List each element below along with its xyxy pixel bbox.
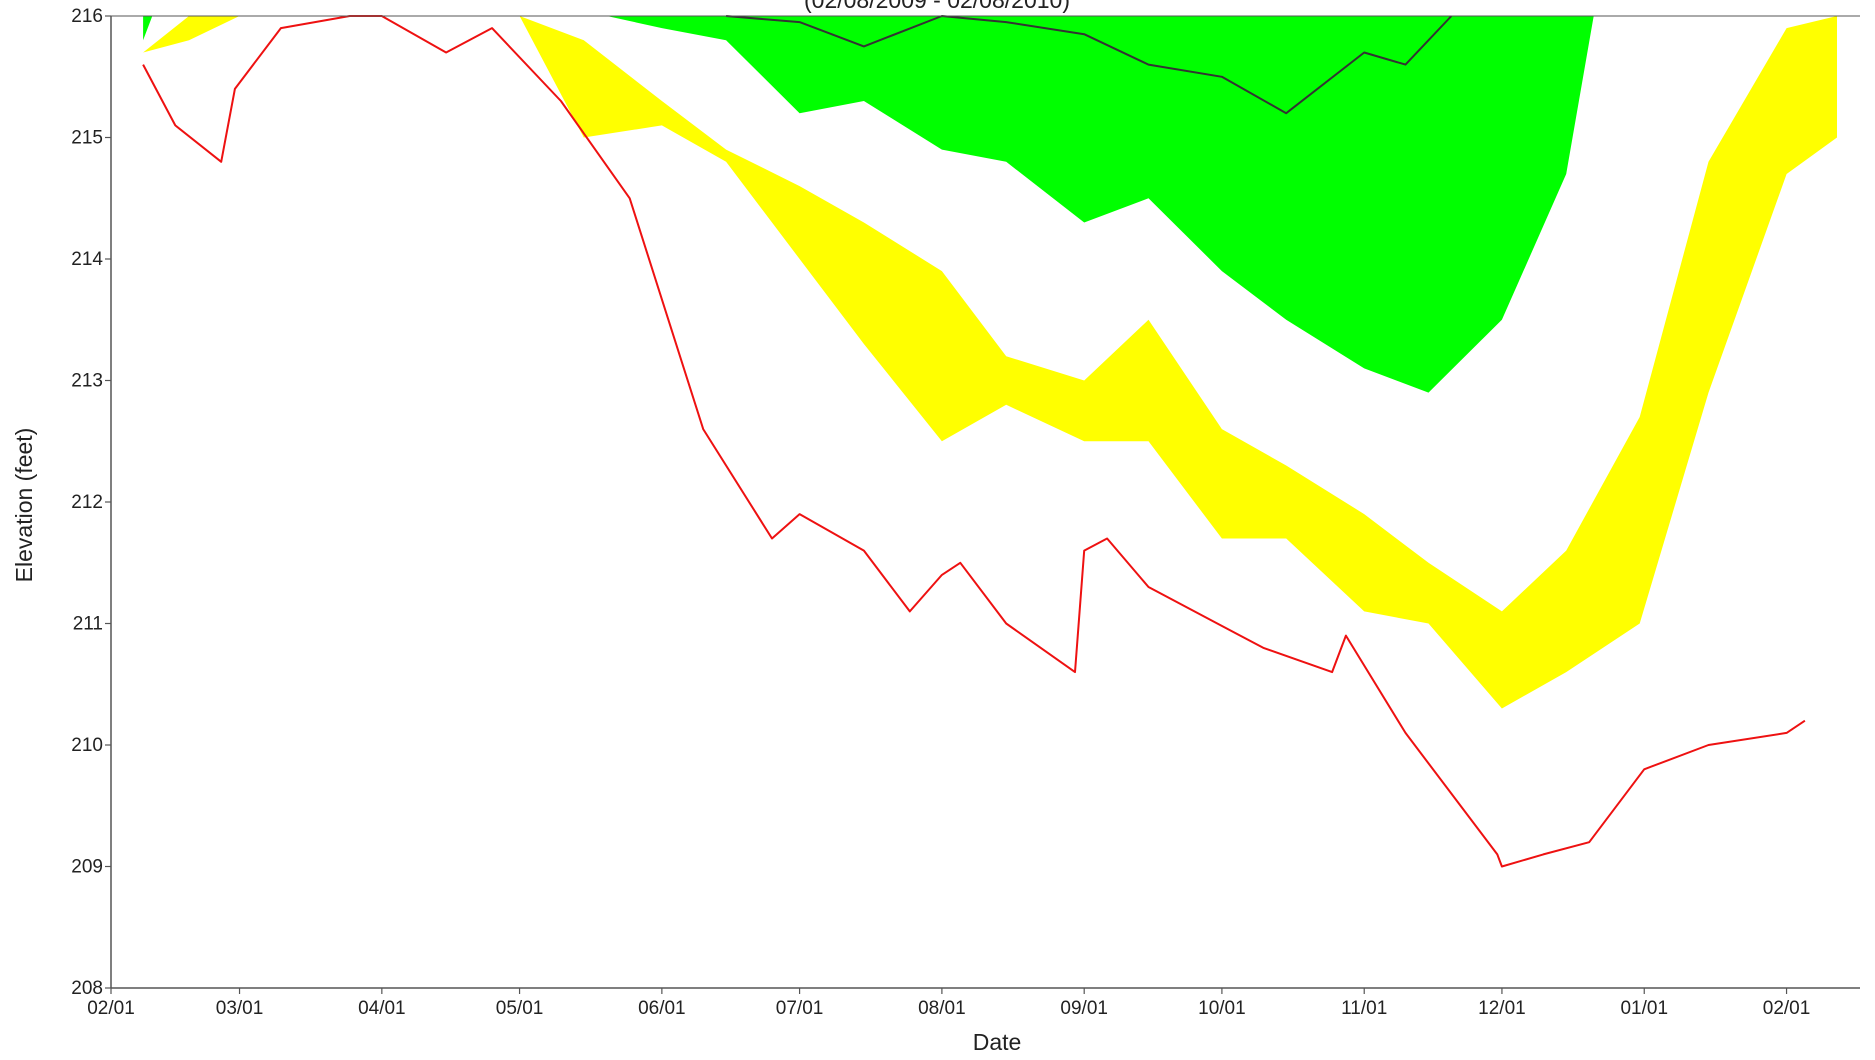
y-tick-label: 210 [71, 735, 103, 756]
y-tick-label: 211 [73, 614, 103, 635]
x-tick-label: 03/01 [216, 998, 264, 1019]
band-area-1 [143, 16, 1594, 393]
x-axis-title: Date [973, 1029, 1022, 1055]
y-tick-label: 212 [71, 492, 103, 513]
chart-subtitle: (02/08/2009 - 02/08/2010) [804, 0, 1070, 13]
bands-layer [143, 16, 1838, 709]
ticks-layer: 208 209 210 211 212 213 214 215 216 02/01 03/01 04/… [71, 6, 1810, 1019]
y-tick-label: 213 [71, 371, 103, 392]
x-tick-label: 04/01 [358, 998, 406, 1019]
x-tick-label: 09/01 [1060, 998, 1108, 1019]
x-tick-label: 01/01 [1620, 998, 1668, 1019]
x-tick-label: 10/01 [1198, 998, 1246, 1019]
x-tick-label: 08/01 [918, 998, 966, 1019]
y-axis-title: Elevation (feet) [11, 428, 37, 583]
y-tick-label: 208 [71, 978, 103, 999]
y-tick-label: 216 [71, 6, 103, 27]
x-tick-label: 05/01 [496, 998, 544, 1019]
series-line-2 [726, 15, 1453, 115]
x-tick-label: 02/01 [87, 998, 135, 1019]
x-tick-label: 11/01 [1341, 998, 1387, 1019]
x-tick-label: 06/01 [638, 998, 686, 1019]
y-tick-label: 209 [71, 857, 103, 878]
y-tick-label: 215 [71, 128, 103, 149]
x-tick-label: 12/01 [1478, 998, 1526, 1019]
y-tick-label: 214 [71, 249, 103, 270]
band-area-0 [143, 16, 1838, 709]
x-tick-label: 02/01 [1763, 998, 1811, 1019]
x-tick-label: 07/01 [776, 998, 824, 1019]
